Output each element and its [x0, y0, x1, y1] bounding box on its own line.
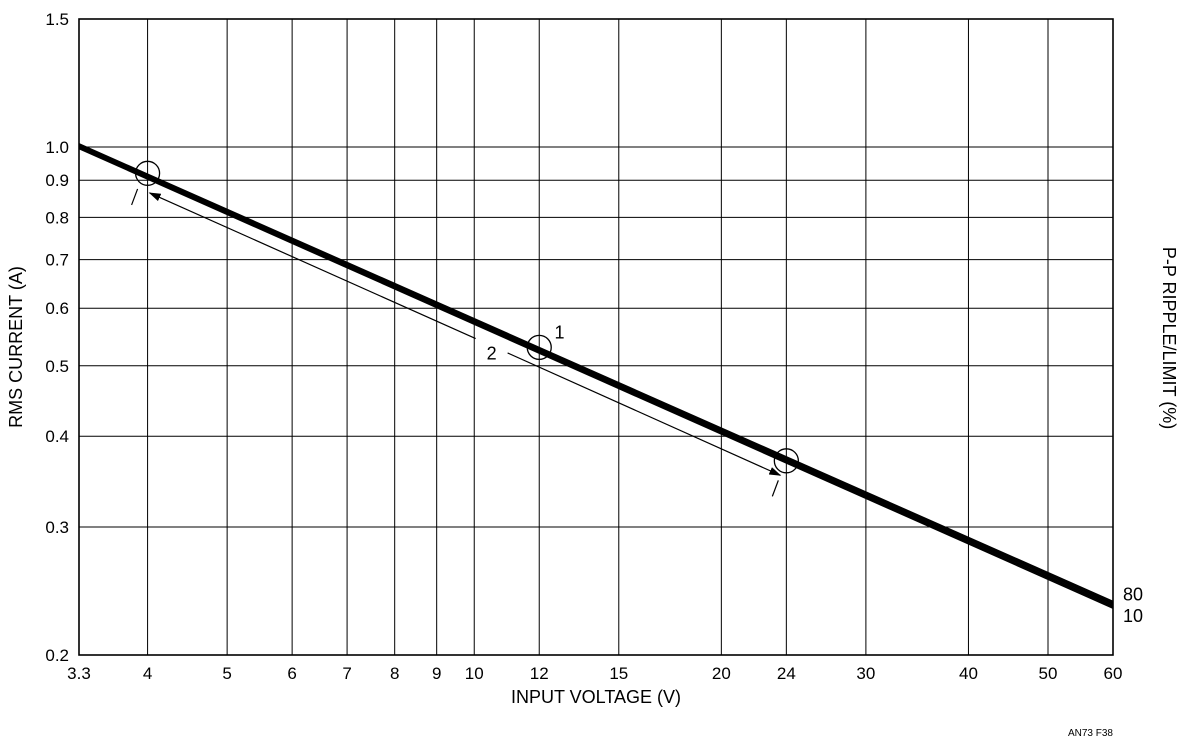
y-tick-label: 0.5 [45, 357, 69, 376]
range-end-tick [131, 188, 139, 206]
range-arrow [131, 188, 782, 497]
x-tick-label: 5 [222, 664, 231, 683]
y-tick-label: 0.9 [45, 171, 69, 190]
x-tick-label: 15 [609, 664, 628, 683]
y-tick-label: 0.6 [45, 299, 69, 318]
annotation-1: 1 [554, 323, 564, 343]
x-tick-label: 6 [287, 664, 296, 683]
x-tick-label: 50 [1039, 664, 1058, 683]
labels: INPUT VOLTAGE (V) RMS CURRENT (A) P-P RI… [6, 247, 1179, 739]
x-tick-label: 8 [390, 664, 399, 683]
y-tick-label: 0.3 [45, 518, 69, 537]
range-arrow-left [148, 192, 476, 340]
x-tick-label: 40 [959, 664, 978, 683]
x-tick-label: 7 [342, 664, 351, 683]
x-tick-labels: 3.3 4 5 6 7 8 9 10 12 15 20 24 30 40 50 60 [67, 664, 1122, 683]
y-tick-label: 1.5 [45, 10, 69, 29]
y-tick-label: 0.8 [45, 208, 69, 227]
right-axis-label: P-P RIPPLE/LIMIT (%) [1159, 247, 1179, 429]
y-tick-label: 1.0 [45, 138, 69, 157]
series-line-10 [78, 147, 1114, 609]
series-label-10: 10 [1123, 606, 1143, 626]
series-label-80: 80 [1123, 584, 1143, 604]
plot-frame [78, 18, 1114, 656]
x-tick-label: 4 [143, 664, 152, 683]
series-line [78, 145, 1114, 607]
markers-group: 12 [134, 160, 799, 474]
x-tick-label: 10 [465, 664, 484, 683]
grid [78, 18, 1114, 656]
x-tick-label: 24 [777, 664, 796, 683]
x-tick-label: 20 [712, 664, 731, 683]
x-tick-label: 12 [530, 664, 549, 683]
figure-id: AN73 F38 [1068, 728, 1113, 739]
range-arrow-right [507, 352, 782, 476]
range-end-tick [771, 480, 779, 497]
series-line-80 [78, 143, 1114, 603]
y-axis-label: RMS CURRENT (A) [6, 266, 26, 428]
x-tick-label: 3.3 [67, 664, 91, 683]
x-tick-label: 30 [856, 664, 875, 683]
y-tick-label: 0.4 [45, 427, 69, 446]
x-axis-label: INPUT VOLTAGE (V) [511, 687, 681, 707]
plot-border [78, 18, 1114, 656]
series-line [78, 146, 1114, 608]
y-tick-label: 0.7 [45, 251, 69, 270]
series-line [78, 145, 1114, 605]
x-tick-label: 60 [1104, 664, 1123, 683]
series-line [78, 144, 1114, 604]
marker-circle [134, 160, 161, 186]
x-tick-label: 9 [432, 664, 441, 683]
marker-circle [526, 334, 552, 361]
marker-circle [773, 448, 799, 474]
y-tick-labels: 0.2 0.3 0.4 0.5 0.6 0.7 0.8 0.9 1.0 1.5 [45, 10, 69, 665]
y-tick-label: 0.2 [45, 646, 69, 665]
annotation-2: 2 [487, 344, 497, 364]
